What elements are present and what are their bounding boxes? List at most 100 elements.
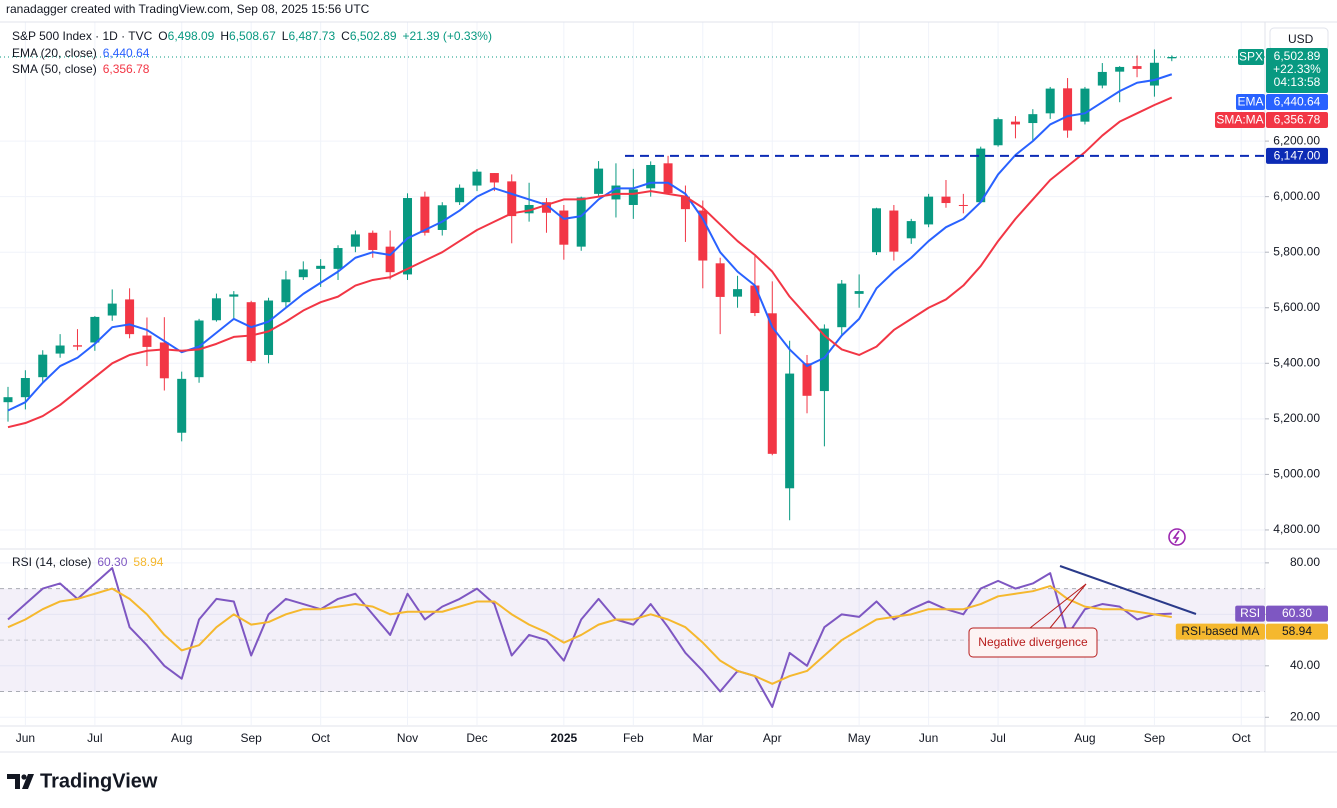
candle-body	[872, 208, 881, 253]
candle-body	[541, 202, 551, 213]
y-tick-label: 5,000.00	[1273, 467, 1320, 481]
logo-mark	[7, 774, 20, 789]
candle-body	[889, 210, 899, 252]
candle-body	[1080, 88, 1090, 122]
x-tick-label: Jul	[990, 731, 1005, 745]
legend-name: SMA (50, close)	[12, 62, 97, 76]
candle-body	[785, 373, 795, 489]
series-line	[7, 567, 1172, 708]
candle-body	[976, 148, 986, 203]
candle-body	[211, 298, 221, 321]
candle-body	[646, 164, 656, 189]
candle-body	[55, 345, 65, 354]
candle-body	[1149, 62, 1159, 86]
candle-body	[594, 168, 604, 194]
ohlc-value: 6,502.89	[350, 29, 397, 43]
series-tag: RSI-based MA	[1181, 624, 1259, 638]
candle-body	[437, 205, 447, 230]
candle-body	[316, 265, 326, 269]
symbol-legend: S&P 500 Index · 1D · TVC O6,498.09 H6,508.…	[12, 29, 492, 43]
x-tick-label: Mar	[692, 731, 713, 745]
series-tag-box	[1235, 605, 1265, 622]
candle-body	[715, 263, 725, 297]
legend-value: 6,440.64	[103, 46, 150, 60]
candle-body	[854, 291, 864, 294]
candle-body	[1167, 56, 1177, 59]
ohlc-key: C	[341, 29, 350, 43]
symbol-tag-box	[1238, 48, 1264, 65]
ohlc-value: 6,487.73	[288, 29, 335, 43]
legend-value: 6,356.78	[103, 62, 150, 76]
y-tick-label: 5,600.00	[1273, 300, 1320, 314]
y-tick-label: 4,800.00	[1273, 522, 1320, 536]
series-last-value-box	[1266, 93, 1328, 110]
annotation-text: Negative divergence	[978, 635, 1088, 649]
annotation-pointer	[1049, 583, 1087, 629]
candle-body	[142, 335, 152, 347]
grid-layer	[0, 22, 1265, 725]
legend-value: 60.30	[97, 555, 127, 569]
x-tick-label: Oct	[1232, 731, 1251, 745]
last-price-box	[1266, 47, 1328, 93]
candle-body	[628, 189, 638, 205]
series-last-value: 6,440.64	[1274, 95, 1321, 109]
candle-body	[819, 328, 829, 392]
candle-body	[507, 181, 517, 217]
annotation-box	[968, 627, 1098, 658]
logo-mark	[21, 774, 27, 780]
legend-name: EMA (20, close)	[12, 46, 97, 60]
ohlc-key: O	[158, 29, 167, 43]
ohlc-key: L	[282, 29, 289, 43]
currency[interactable]: USD	[1288, 32, 1314, 46]
y-tick-label: 20.00	[1290, 709, 1320, 723]
last-price: 6,502.89	[1274, 49, 1321, 63]
series-last-value: 60.30	[1282, 606, 1312, 620]
x-tick-label: Jun	[16, 731, 35, 745]
brand-logo: TradingView	[7, 770, 158, 792]
ohlc-value: 6,508.67	[229, 29, 276, 43]
x-tick-label: Apr	[763, 731, 782, 745]
symbol-tag: SPX	[1239, 50, 1263, 64]
candle-body	[958, 204, 968, 206]
x-tick-label: Aug	[1074, 731, 1095, 745]
series-tag-box	[1236, 93, 1265, 110]
candle-body	[125, 299, 135, 335]
credit: ranadagger created with TradingView.com,…	[6, 2, 370, 16]
candle-body	[698, 210, 708, 261]
candle-body	[385, 246, 395, 273]
candle-body	[611, 185, 621, 200]
symbol-title: S&P 500 Index · 1D · TVC	[12, 29, 153, 43]
alert-icon[interactable]	[1168, 528, 1186, 546]
candle-body	[229, 294, 239, 297]
series-tag: RSI	[1240, 606, 1260, 620]
series-last-value-box	[1266, 623, 1328, 640]
series-line	[7, 96, 1173, 429]
candle-body	[368, 232, 378, 250]
candle-body	[107, 303, 117, 316]
candle-body	[750, 285, 760, 314]
candle-body	[38, 354, 48, 378]
candle-body	[72, 345, 82, 347]
candle-body	[1115, 66, 1125, 72]
ohlc-value: 6,498.09	[168, 29, 215, 43]
sma-legend: SMA (50, close) 6,356.78	[12, 62, 150, 76]
candle-body	[472, 171, 482, 186]
candle-body	[1045, 88, 1055, 114]
ema-legend: EMA (20, close) 6,440.64	[12, 46, 150, 60]
x-tick-label: Sep	[1144, 731, 1166, 745]
series-tag: EMA	[1237, 95, 1263, 109]
y-tick-label: 40.00	[1290, 658, 1320, 672]
series-last-value: 6,356.78	[1274, 113, 1321, 127]
candle-body	[802, 363, 812, 396]
candle-body	[281, 279, 291, 303]
legend-name: RSI (14, close)	[12, 555, 91, 569]
candle-body	[298, 269, 308, 278]
candle-body	[177, 378, 187, 433]
candle-body	[20, 378, 30, 398]
change: +21.39 (+0.33%)	[403, 29, 492, 43]
x-tick-label: Nov	[397, 731, 418, 745]
divergence-trendline	[1059, 565, 1197, 615]
x-tick-label: Sep	[241, 731, 263, 745]
y-tick-label: 80.00	[1290, 555, 1320, 569]
